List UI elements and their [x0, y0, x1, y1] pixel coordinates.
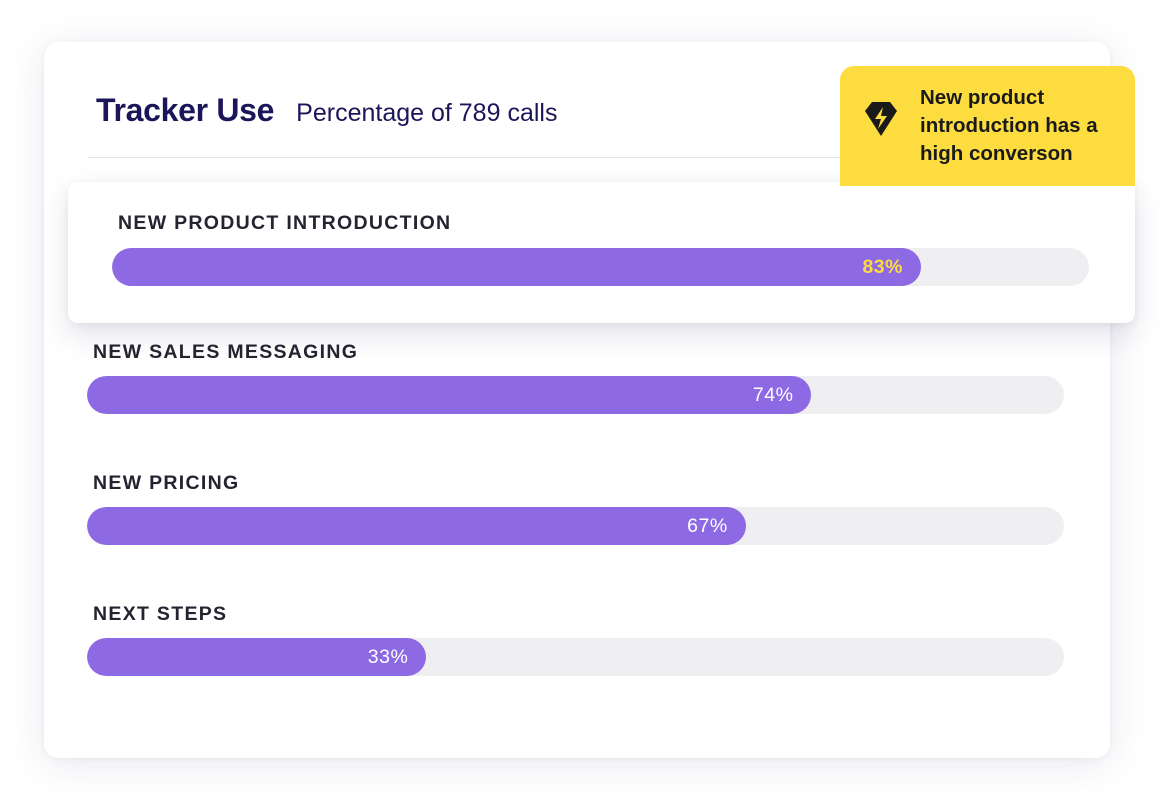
callout-text: New product introduction has a high conv…: [920, 86, 1098, 165]
tracker-value: 67%: [687, 515, 728, 537]
card-title: Tracker Use: [96, 92, 275, 128]
tracker-value: 83%: [862, 256, 903, 278]
tracker-label: NEXT STEPS: [93, 603, 228, 625]
insight-callout: New product introduction has a high conv…: [840, 66, 1135, 186]
tracker-bar-fill: 33%: [87, 638, 427, 676]
tracker-diamond-icon: [865, 102, 897, 136]
tracker-label: NEW PRODUCT INTRODUCTION: [118, 212, 452, 234]
tracker-bar-track: 67%: [87, 507, 1064, 545]
tracker-value: 74%: [752, 384, 794, 406]
card-subtitle: Percentage of 789 calls: [296, 99, 558, 127]
card-header: Tracker Use Percentage of 789 calls: [96, 92, 557, 140]
tracker-bar-fill: 83%: [112, 248, 921, 286]
tracker-label: NEW SALES MESSAGING: [93, 341, 359, 363]
tracker-bar-fill: 74%: [87, 376, 812, 414]
tracker-bar-fill: 67%: [87, 507, 746, 545]
tracker-label: NEW PRICING: [93, 472, 240, 494]
tracker-bar-track: 74%: [87, 376, 1064, 414]
header-divider: [88, 157, 848, 158]
tracker-value: 33%: [367, 646, 409, 668]
tracker-bar-track: 33%: [87, 638, 1064, 676]
tracker-bar-track: 83%: [112, 248, 1089, 286]
